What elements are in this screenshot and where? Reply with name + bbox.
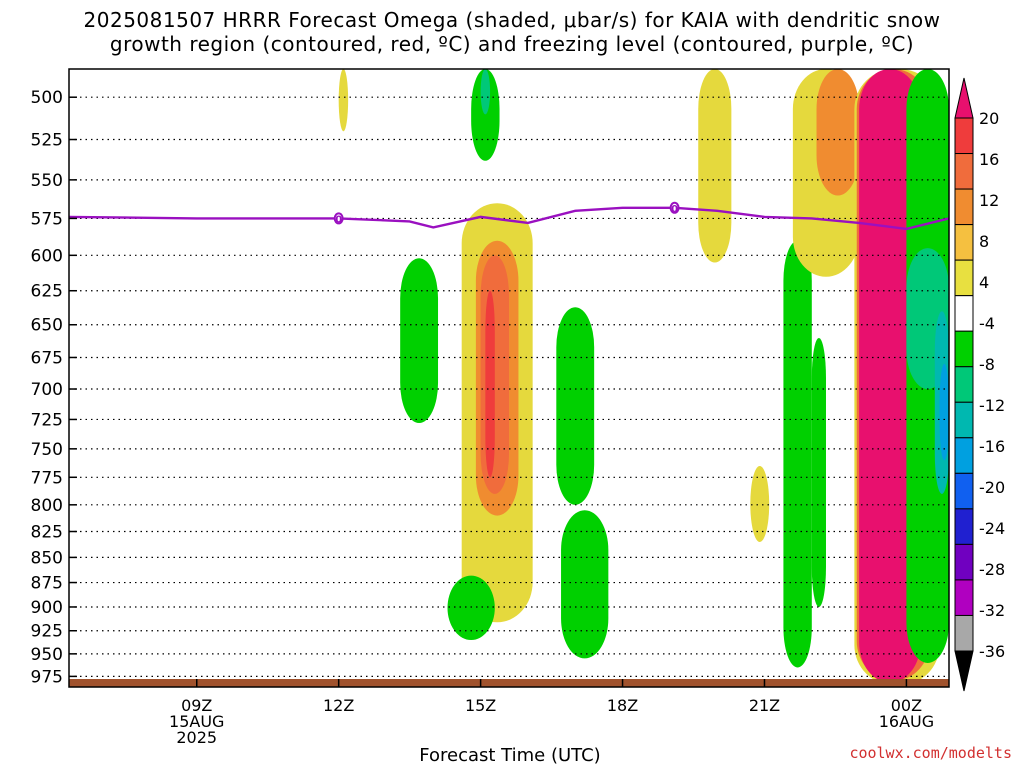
colorbar-box — [954, 117, 974, 155]
omega-cell — [939, 363, 949, 461]
omega-cell — [816, 69, 860, 196]
y-tick-label-525: 525 — [31, 131, 63, 151]
y-tick-label-550: 550 — [31, 171, 63, 191]
omega-cell — [338, 69, 349, 132]
colorbar-box — [954, 259, 974, 297]
colorbar-box — [954, 401, 974, 439]
colorbar-label--24: -24 — [979, 519, 1005, 538]
y-tick-label-675: 675 — [31, 348, 63, 368]
x-axis-label: Forecast Time (UTC) — [419, 745, 601, 766]
colorbar-label--16: -16 — [979, 437, 1005, 456]
y-tick-label-950: 950 — [31, 645, 63, 665]
y-tick-label-850: 850 — [31, 548, 63, 568]
colorbar-label--20: -20 — [979, 478, 1005, 497]
x-tick-label-15AUG: 15AUG — [169, 712, 224, 731]
omega-cell — [859, 69, 921, 683]
colorbar-label--12: -12 — [979, 396, 1005, 415]
omega-cell — [480, 69, 491, 115]
y-tick-label-975: 975 — [31, 667, 63, 687]
omega-cell — [811, 337, 826, 607]
freezing-label-marker — [333, 212, 344, 225]
surface-band — [69, 679, 949, 687]
colorbar-bottom-arrow — [954, 650, 974, 692]
colorbar-label--4: -4 — [979, 314, 995, 333]
colorbar-box — [954, 188, 974, 226]
colorbar-top-arrow — [954, 77, 974, 119]
y-tick-label-900: 900 — [31, 598, 63, 618]
colorbar-label-16: 16 — [979, 150, 999, 169]
omega-cell — [750, 466, 770, 542]
x-tick-label-16AUG: 16AUG — [879, 712, 934, 731]
x-tick-label-15Z: 15Z — [465, 696, 496, 715]
x-tick-label-21Z: 21Z — [749, 696, 780, 715]
colorbar-box — [954, 295, 974, 332]
colorbar-box — [954, 508, 974, 545]
chart-title-line-1: 2025081507 HRRR Forecast Omega (shaded, … — [83, 8, 941, 32]
y-tick-label-875: 875 — [31, 574, 63, 594]
colorbar-box — [954, 579, 974, 616]
colorbar-label--8: -8 — [979, 355, 995, 374]
colorbar-label--32: -32 — [979, 601, 1005, 620]
chart-title-line-2: growth region (contoured, red, ºC) and f… — [109, 32, 915, 56]
omega-cell — [783, 240, 812, 668]
omega-cell — [400, 258, 439, 424]
x-tick-label-00Z: 00Z — [891, 696, 922, 715]
omega-cell — [556, 307, 595, 505]
y-tick-label-700: 700 — [31, 380, 63, 400]
y-tick-label-600: 600 — [31, 246, 63, 266]
freezing-label-text: 0 — [335, 214, 342, 225]
omega-cell — [485, 290, 495, 478]
omega-cell — [471, 69, 500, 161]
freezing-label-text: 0 — [671, 204, 678, 215]
y-tick-label-575: 575 — [31, 209, 63, 229]
colorbar-label-20: 20 — [979, 109, 999, 128]
freezing-level-line — [69, 206, 949, 231]
y-tick-label-725: 725 — [31, 410, 63, 430]
y-tick-label-500: 500 — [31, 88, 63, 108]
colorbar-box — [954, 472, 974, 510]
freezing-level-contour-label: 0 — [333, 212, 344, 225]
y-tick-label-750: 750 — [31, 440, 63, 460]
colorbar-box — [954, 543, 974, 581]
credit-text: coolwx.com/modelts — [849, 744, 1012, 762]
colorbar-label-8: 8 — [979, 232, 989, 251]
x-tick-label-12Z: 12Z — [323, 696, 354, 715]
y-tick-label-625: 625 — [31, 282, 63, 302]
y-tick-label-775: 775 — [31, 468, 63, 488]
y-tick-label-650: 650 — [31, 316, 63, 336]
colorbar-box — [954, 153, 974, 190]
colorbar-label-12: 12 — [979, 191, 999, 210]
y-tick-label-925: 925 — [31, 622, 63, 642]
y-tick-label-825: 825 — [31, 523, 63, 543]
y-tick-label-800: 800 — [31, 496, 63, 516]
colorbar-box — [954, 437, 974, 474]
x-tick-label-09Z: 09Z — [181, 696, 212, 715]
colorbar-box — [954, 366, 974, 403]
plot-border — [68, 68, 950, 688]
x-tick-label-2025: 2025 — [176, 728, 217, 747]
omega-cell — [561, 510, 609, 659]
colorbar-label-4: 4 — [979, 273, 989, 292]
freezing-level-contour-label: 0 — [669, 201, 680, 215]
colorbar-box — [954, 614, 974, 652]
omega-cell — [698, 69, 732, 263]
colorbar-box — [954, 224, 974, 261]
colorbar-label--28: -28 — [979, 560, 1005, 579]
colorbar-label--36: -36 — [979, 642, 1005, 661]
freezing-label-marker — [669, 201, 680, 214]
colorbar-box — [954, 330, 974, 368]
omega-cell — [447, 575, 495, 641]
x-tick-label-18Z: 18Z — [607, 696, 638, 715]
